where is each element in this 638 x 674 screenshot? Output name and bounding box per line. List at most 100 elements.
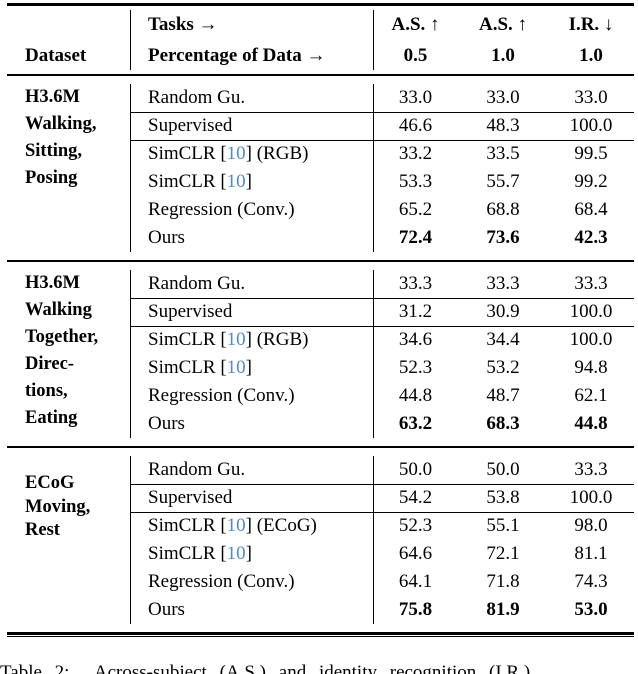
dataset-line: Moving, bbox=[25, 496, 91, 517]
value-cell: 100.0 bbox=[569, 329, 613, 351]
dataset-line: H3.6M bbox=[25, 87, 80, 108]
table-row: Random Gu. 33.0 33.0 33.0 bbox=[7, 84, 634, 112]
dataset-line: Direc- bbox=[25, 354, 74, 375]
method-cell: SimCLR [10] (RGB) bbox=[130, 143, 373, 165]
value-cell: 44.8 bbox=[574, 413, 608, 435]
value-cell: 48.7 bbox=[486, 385, 520, 407]
method-label: ] bbox=[245, 171, 252, 193]
citation-link[interactable]: 10 bbox=[226, 357, 246, 379]
value-cell: 55.1 bbox=[486, 515, 520, 537]
method-cell: Random Gu. bbox=[130, 87, 373, 109]
column-divider bbox=[373, 270, 375, 439]
value-cell: 33.0 bbox=[574, 87, 608, 109]
value-cell: 33.3 bbox=[486, 273, 520, 295]
method-cell: Supervised bbox=[130, 115, 373, 137]
method-label: SimCLR [ bbox=[148, 329, 227, 351]
method-cell: Ours bbox=[130, 599, 373, 621]
value-cell: 99.2 bbox=[574, 171, 608, 193]
method-cell: Ours bbox=[130, 413, 373, 435]
header-metric-as-10: A.S. ↑ bbox=[478, 14, 528, 35]
table-bottom-rule bbox=[7, 632, 634, 638]
dataset-line: Walking, bbox=[25, 114, 97, 135]
method-cell: Random Gu. bbox=[130, 273, 373, 295]
dataset-line: Posing bbox=[25, 168, 78, 189]
method-label: ] (RGB) bbox=[245, 143, 309, 165]
table-row: Supervised 54.2 53.8 100.0 bbox=[7, 484, 634, 512]
method-cell: SimCLR [10] bbox=[130, 171, 373, 193]
value-cell: 42.3 bbox=[574, 227, 608, 249]
citation-link[interactable]: 10 bbox=[226, 329, 246, 351]
table-row: SimCLR [10] (ECoG) 52.3 55.1 98.0 bbox=[7, 512, 634, 540]
method-label: Random Gu. bbox=[148, 459, 246, 481]
method-label: ] (ECoG) bbox=[245, 515, 317, 537]
value-cell: 33.0 bbox=[486, 87, 520, 109]
value-cell: 34.4 bbox=[486, 329, 520, 351]
column-divider bbox=[373, 84, 375, 253]
value-cell: 100.0 bbox=[569, 487, 613, 509]
column-divider bbox=[130, 456, 132, 625]
header-pct-10a: 1.0 bbox=[491, 45, 515, 66]
value-cell: 81.1 bbox=[574, 543, 608, 565]
table-row-ours: Ours 75.8 81.9 53.0 bbox=[7, 596, 634, 624]
method-cell: Random Gu. bbox=[130, 459, 373, 481]
table-row-ours: Ours 72.4 73.6 42.3 bbox=[7, 224, 634, 252]
header-bottom-rule bbox=[7, 74, 634, 77]
row-divider bbox=[130, 112, 634, 114]
citation-link[interactable]: 10 bbox=[226, 515, 246, 537]
method-label: Ours bbox=[148, 413, 185, 435]
method-label: Regression (Conv.) bbox=[148, 199, 295, 221]
citation-link[interactable]: 10 bbox=[226, 143, 246, 165]
value-cell: 53.2 bbox=[486, 357, 520, 379]
method-label: SimCLR [ bbox=[148, 515, 227, 537]
value-cell: 53.8 bbox=[486, 487, 520, 509]
table-row: Supervised 46.6 48.3 100.0 bbox=[7, 112, 634, 140]
value-cell: 33.2 bbox=[398, 143, 433, 165]
dataset-line: Rest bbox=[25, 520, 60, 541]
column-divider bbox=[130, 84, 132, 253]
dataset-line: Together, bbox=[25, 327, 99, 348]
column-divider bbox=[373, 456, 375, 625]
row-divider bbox=[130, 140, 634, 142]
method-label: SimCLR [ bbox=[148, 143, 227, 165]
value-cell: 33.3 bbox=[398, 273, 433, 295]
value-cell: 100.0 bbox=[569, 115, 613, 137]
value-cell: 72.4 bbox=[398, 227, 433, 249]
value-cell: 34.6 bbox=[398, 329, 433, 351]
row-divider bbox=[130, 512, 634, 514]
value-cell: 33.3 bbox=[574, 459, 608, 481]
method-cell: SimCLR [10] bbox=[130, 357, 373, 379]
value-cell: 62.1 bbox=[574, 385, 608, 407]
method-label: SimCLR [ bbox=[148, 171, 227, 193]
value-cell: 68.8 bbox=[486, 199, 520, 221]
citation-link[interactable]: 10 bbox=[226, 171, 246, 193]
header-pct-05: 0.5 bbox=[403, 45, 428, 66]
block-separator-rule bbox=[7, 446, 634, 449]
citation-link[interactable]: 10 bbox=[226, 543, 246, 565]
value-cell: 74.3 bbox=[574, 571, 608, 593]
column-divider bbox=[373, 10, 375, 70]
value-cell: 54.2 bbox=[398, 487, 433, 509]
method-label: Supervised bbox=[148, 115, 233, 137]
table-row: Supervised 31.2 30.9 100.0 bbox=[7, 298, 634, 326]
value-cell: 63.2 bbox=[398, 413, 433, 435]
value-cell: 30.9 bbox=[486, 301, 520, 323]
method-cell: Supervised bbox=[130, 301, 373, 323]
header-dataset-label: Dataset bbox=[25, 45, 87, 66]
table-row: SimCLR [10] 53.3 55.7 99.2 bbox=[7, 168, 634, 196]
header-metric-ir-10: I.R. ↓ bbox=[568, 14, 614, 35]
table-row: Random Gu. 50.0 50.0 33.3 bbox=[7, 456, 634, 484]
value-cell: 44.8 bbox=[398, 385, 433, 407]
header-metric-as-05: A.S. ↑ bbox=[391, 14, 440, 35]
row-divider bbox=[130, 298, 634, 300]
method-label: Supervised bbox=[148, 301, 233, 323]
method-label: Random Gu. bbox=[148, 273, 246, 295]
value-cell: 48.3 bbox=[486, 115, 520, 137]
value-cell: 50.0 bbox=[398, 459, 433, 481]
value-cell: 64.1 bbox=[398, 571, 433, 593]
dataset-line: Eating bbox=[25, 408, 78, 429]
dataset-label: H3.6M Walking Together, Direc- tions, Ea… bbox=[25, 270, 98, 432]
method-label: ] (RGB) bbox=[245, 329, 309, 351]
method-label: Random Gu. bbox=[148, 87, 246, 109]
method-cell: SimCLR [10] (RGB) bbox=[130, 329, 373, 351]
